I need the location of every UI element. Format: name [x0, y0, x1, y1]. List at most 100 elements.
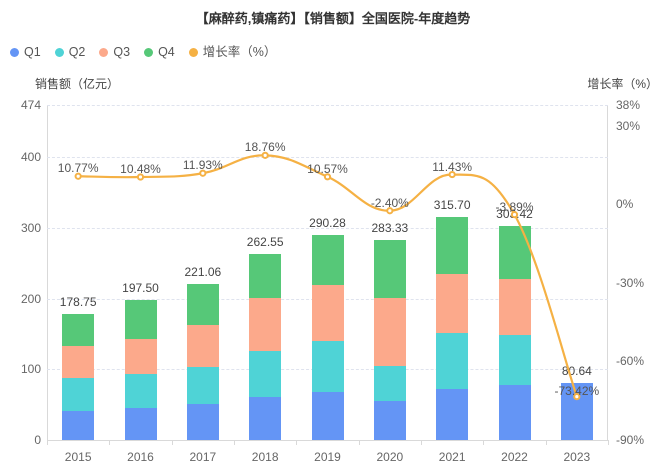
legend-item-Q4[interactable]: Q4: [144, 46, 175, 59]
x-axis-tick: [47, 440, 48, 445]
line-data-point[interactable]: [199, 169, 207, 177]
bar-segment-q1[interactable]: [436, 388, 469, 440]
bar-segment-q1[interactable]: [311, 392, 344, 440]
bar-segment-q2[interactable]: [186, 366, 219, 405]
bar-stack[interactable]: [186, 283, 219, 440]
y2-axis-tick-label: 0%: [616, 197, 634, 212]
bar-segment-q1[interactable]: [560, 383, 593, 440]
line-data-point[interactable]: [74, 172, 82, 180]
bar-segment-q2[interactable]: [436, 332, 469, 389]
gridline: [47, 227, 608, 229]
line-data-point[interactable]: [386, 207, 394, 215]
bar-segment-q4[interactable]: [311, 234, 344, 286]
bar-segment-q3[interactable]: [436, 273, 469, 333]
bar-segment-q4[interactable]: [62, 313, 95, 346]
bar-segment-q1[interactable]: [498, 385, 531, 440]
line-data-point[interactable]: [448, 170, 456, 179]
bar-segment-q2[interactable]: [311, 340, 344, 393]
bar-segment-q1[interactable]: [249, 397, 282, 440]
bar-segment-q2[interactable]: [498, 335, 531, 386]
legend-item-Q1[interactable]: Q1: [10, 46, 41, 59]
bar-total-label: 262.55: [246, 235, 284, 250]
y-axis-tick-label: 100: [20, 362, 41, 377]
bar-segment-q2[interactable]: [249, 350, 282, 398]
bar-stack[interactable]: [436, 216, 469, 440]
legend-dot-icon: [10, 47, 19, 57]
bar-stack[interactable]: [560, 383, 593, 440]
bar-segment-q4[interactable]: [124, 300, 157, 340]
bar-stack[interactable]: [62, 313, 95, 440]
bar-segment-q3[interactable]: [62, 345, 95, 379]
line-data-point[interactable]: [573, 393, 581, 401]
bar-segment-q4[interactable]: [249, 254, 282, 299]
line-point-label: 11.93%: [182, 158, 223, 173]
legend-item-label: Q2: [68, 45, 86, 59]
x-axis-tick: [296, 440, 298, 445]
bar-segment-q1[interactable]: [186, 404, 219, 440]
line-data-point[interactable]: [323, 173, 332, 181]
legend-item-label: Q1: [24, 45, 41, 59]
chart-title: 【麻醉药,镇痛药】【销售额】全国医院-年度趋势: [195, 11, 471, 26]
gridline: [47, 157, 608, 159]
bar-total-label: 290.28: [309, 215, 346, 230]
bar-total-label: 178.75: [59, 294, 97, 309]
x-axis-tick-label: 2018: [251, 450, 279, 464]
line-point-label: -3.89%: [495, 199, 534, 214]
line-point-label: 10.57%: [307, 161, 348, 176]
bar-segment-q3[interactable]: [498, 278, 531, 336]
bar-stack[interactable]: [124, 300, 157, 440]
bar-segment-q4[interactable]: [373, 239, 406, 298]
x-axis-tick-label: 2015: [64, 450, 92, 464]
bar-total-label: 221.06: [184, 264, 222, 279]
bar-segment-q4[interactable]: [186, 283, 219, 326]
bar-segment-q1[interactable]: [62, 410, 95, 440]
right-axis-title: 增长率（%）: [587, 77, 658, 91]
bar-segment-q3[interactable]: [124, 339, 157, 374]
bar-segment-q1[interactable]: [373, 401, 406, 440]
x-axis-tick-label: 2019: [314, 450, 341, 464]
bar-stack[interactable]: [373, 239, 406, 440]
y-axis-tick-label: 400: [20, 150, 41, 165]
y2-axis-tick-label: 30%: [616, 118, 641, 133]
bar-segment-q3[interactable]: [373, 297, 406, 367]
bar-segment-q2[interactable]: [124, 373, 157, 409]
legend-dot-icon: [54, 47, 64, 57]
legend-item-增长率[interactable]: 增长率（%）: [188, 46, 276, 59]
gridline: [47, 105, 608, 106]
legend-item-Q2[interactable]: Q2: [54, 45, 86, 59]
bar-segment-q3[interactable]: [186, 325, 219, 367]
x-axis-tick-label: 2017: [189, 450, 217, 464]
x-axis-tick: [608, 440, 609, 445]
line-data-point[interactable]: [510, 211, 519, 219]
legend-item-label: Q3: [113, 45, 131, 59]
legend-dot-icon: [144, 47, 154, 57]
x-axis-tick-label: 2021: [438, 450, 466, 464]
bar-segment-q3[interactable]: [311, 285, 344, 341]
legend-item-Q3[interactable]: Q3: [99, 46, 130, 59]
bar-segment-q3[interactable]: [249, 298, 282, 351]
bar-stack[interactable]: [311, 234, 344, 440]
bar-stack[interactable]: [249, 254, 282, 440]
chart-legend: Q1 Q2 Q3 Q4 增长率（%）: [10, 46, 290, 59]
y-axis-tick-label: 0: [34, 433, 41, 447]
x-axis-tick: [358, 440, 360, 445]
y-axis-tick-label: 474: [20, 98, 41, 112]
x-axis-tick-label: 2022: [501, 450, 528, 464]
x-axis-tick-label: 2020: [376, 450, 404, 464]
y-axis-tick-label: 200: [20, 291, 41, 306]
legend-dot-icon: [188, 47, 198, 57]
x-axis-tick: [545, 440, 547, 445]
y2-axis-tick-label: -30%: [616, 275, 645, 290]
bar-segment-q2[interactable]: [62, 378, 95, 411]
bar-segment-q1[interactable]: [124, 408, 157, 440]
plot-area: 0 100 200 300 400 474 -90% -60% -30% 0% 30% 38% 2015…: [21, 98, 644, 464]
x-axis-tick: [171, 440, 173, 445]
bar-segment-q2[interactable]: [373, 366, 406, 402]
bar-segment-q4[interactable]: [436, 216, 469, 274]
line-path: [77, 154, 578, 398]
line-data-point[interactable]: [261, 151, 269, 159]
x-axis-tick: [109, 440, 111, 445]
line-data-point[interactable]: [136, 173, 145, 181]
bar-total-label: 283.33: [371, 220, 409, 235]
